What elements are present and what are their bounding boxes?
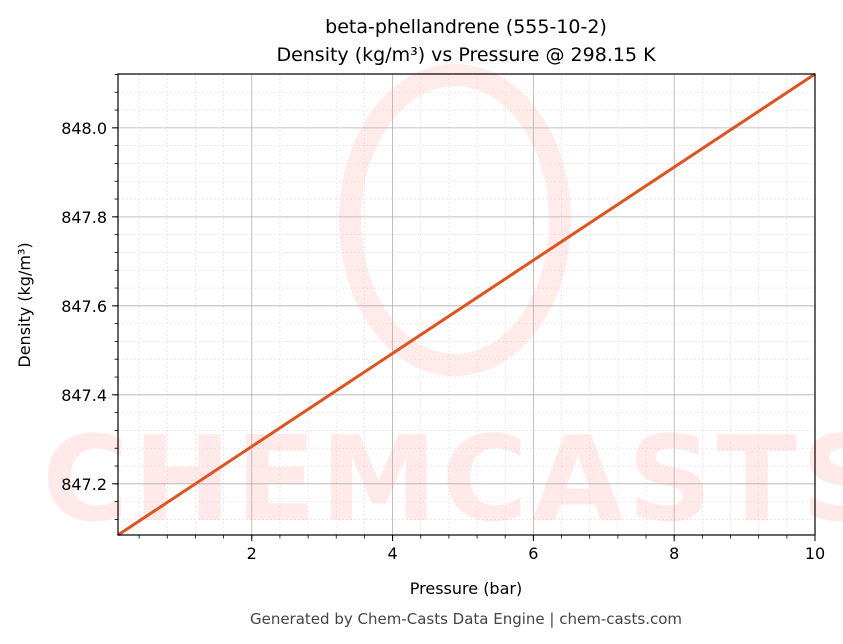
y-tick-label: 848.0 — [61, 119, 107, 138]
watermark-logo: CHEMCASTS — [42, 64, 843, 548]
series-line — [117, 72, 816, 537]
plot-frame — [117, 73, 816, 536]
x-tick-label: 10 — [805, 544, 825, 563]
x-tick-label: 8 — [669, 544, 679, 563]
x-tick-label: 2 — [247, 544, 257, 563]
x-axis-label: Pressure (bar) — [410, 579, 522, 598]
y-tick-label: 847.8 — [61, 208, 107, 227]
footer: Generated by Chem-Casts Data Engine | ch… — [250, 610, 682, 628]
y-tick-label: 847.6 — [61, 297, 107, 316]
y-tick-label: 847.2 — [61, 475, 107, 494]
svg-text:CHEMCASTS: CHEMCASTS — [42, 410, 843, 548]
x-tick-label: 4 — [387, 544, 397, 563]
chart-title: beta-phellandrene (555-10-2) — [325, 16, 607, 38]
x-tick-label: 6 — [528, 544, 538, 563]
chart-subtitle: Density (kg/m³) vs Pressure @ 298.15 K — [276, 44, 656, 66]
y-tick-label: 847.4 — [61, 386, 107, 405]
y-axis-label: Density (kg/m³) — [15, 242, 34, 367]
